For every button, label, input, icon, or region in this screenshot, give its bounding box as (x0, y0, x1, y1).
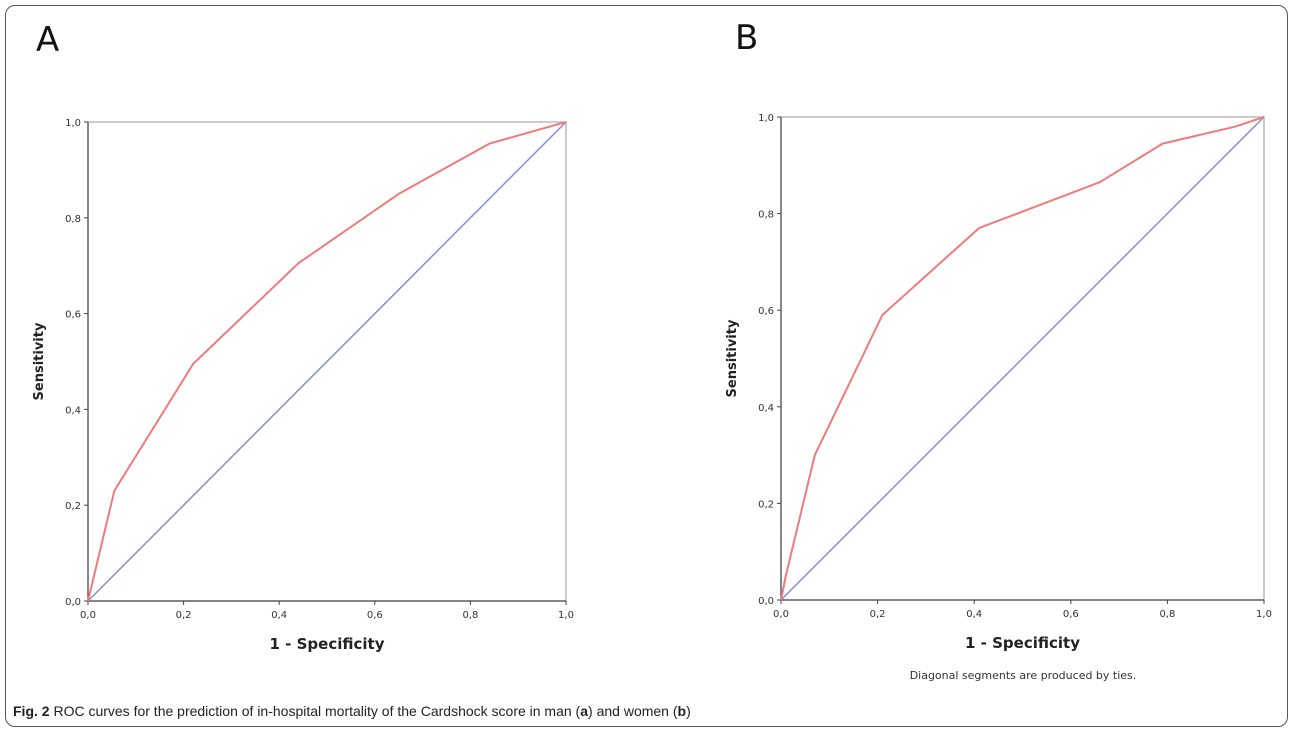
y-tick-label: 0,6 (65, 310, 81, 321)
y-tick-label: 0,8 (758, 210, 774, 221)
x-tick-label: 1,0 (1256, 609, 1272, 620)
reference-diagonal (87, 121, 567, 602)
x-tick-label: 0,2 (176, 610, 192, 621)
y-axis-title: Sensitivity (32, 322, 47, 400)
y-tick-label: 0,2 (758, 499, 774, 510)
chart-panel-b: 0,0 0,2 0,4 0,6 0,8 1,0 0,0 0,2 0,4 0,6 0,8 1,0 1 - … (725, 113, 1272, 652)
panel-b-letter: B (735, 18, 759, 58)
y-tick-label: 0,4 (65, 405, 81, 416)
y-tick-label: 1,0 (758, 113, 774, 124)
x-tick-label: 0,2 (870, 609, 886, 620)
roc-curve (780, 116, 1265, 601)
x-tick-label: 0,8 (462, 610, 478, 621)
y-tick-label: 0,0 (758, 596, 774, 607)
x-tick-label: 0,4 (271, 610, 287, 621)
reference-diagonal (780, 116, 1265, 601)
x-axis-title: 1 - Specificity (965, 634, 1080, 652)
roc-curve (87, 121, 567, 602)
panel-a-letter: A (36, 20, 60, 60)
caption-sub-b: b (677, 703, 687, 719)
chart-panel-a: 0,0 0,2 0,4 0,6 0,8 1,0 0,0 0,2 0,4 0,6 0,8 1,0 1 - … (32, 118, 574, 653)
caption-text-1: ROC curves for the prediction of in-hosp… (49, 703, 581, 719)
caption-text-2: ) and women ( (588, 703, 678, 719)
y-axis-title: Sensitivity (725, 319, 740, 397)
caption-label: Fig. 2 (13, 703, 50, 719)
caption-text-3: ) (686, 703, 691, 719)
y-tick-label: 0,4 (758, 403, 774, 414)
x-tick-label: 0,0 (80, 610, 96, 621)
x-tick-label: 0,0 (773, 609, 789, 620)
x-axis-title: 1 - Specificity (270, 635, 385, 653)
ties-note: Diagonal segments are produced by ties. (910, 669, 1137, 682)
x-tick-label: 0,4 (966, 609, 982, 620)
x-tick-label: 0,6 (1063, 609, 1079, 620)
figure-caption: Fig. 2 ROC curves for the prediction of … (13, 703, 691, 719)
x-tick-label: 1,0 (558, 610, 574, 621)
y-tick-label: 1,0 (65, 118, 81, 129)
y-tick-label: 0,6 (758, 306, 774, 317)
caption-sub-a: a (580, 703, 589, 719)
y-tick-label: 0,8 (65, 214, 81, 225)
y-tick-label: 0,0 (65, 597, 81, 608)
figure-frame (5, 5, 1288, 727)
y-tick-label: 0,2 (65, 501, 81, 512)
x-tick-label: 0,6 (367, 610, 383, 621)
x-tick-label: 0,8 (1159, 609, 1175, 620)
